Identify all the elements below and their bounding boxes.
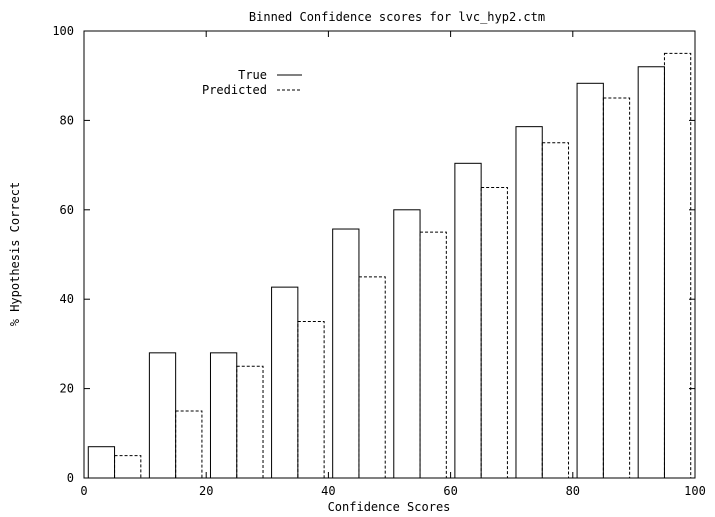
bar-true: [209, 352, 238, 479]
bar-predicted: [358, 276, 386, 479]
x-tick-label: 0: [80, 484, 87, 498]
bar-true: [637, 66, 665, 479]
bar-predicted: [114, 455, 142, 479]
chart-title: Binned Confidence scores for lvc_hyp2.ct…: [249, 10, 545, 24]
legend-label-predicted: Predicted: [202, 83, 267, 97]
bar-predicted: [541, 142, 570, 479]
bar-true: [454, 162, 482, 479]
x-axis-label: Confidence Scores: [328, 500, 451, 514]
bar-predicted: [297, 321, 325, 479]
bar-true: [393, 209, 421, 479]
axis-ticks: 0 20 40 60 80 100 0 20 40 60 80 100: [52, 24, 706, 498]
bar-predicted: [175, 410, 203, 479]
legend-label-true: True: [238, 68, 267, 82]
x-tick-label: 100: [684, 484, 706, 498]
x-tick-label: 20: [199, 484, 213, 498]
bar-true: [148, 352, 177, 479]
bar-predicted: [480, 186, 508, 479]
bar-true: [576, 82, 604, 479]
bar-true: [515, 126, 543, 479]
bar-predicted: [663, 52, 692, 479]
bars: [87, 52, 692, 479]
y-tick-label: 60: [60, 203, 74, 217]
y-tick-label: 20: [60, 382, 74, 396]
x-tick-label: 80: [566, 484, 580, 498]
y-tick-label: 0: [67, 471, 74, 485]
bar-predicted: [419, 231, 447, 479]
bar-true: [271, 286, 299, 479]
y-axis-label: % Hypothesis Correct: [8, 182, 22, 327]
bar-true: [87, 446, 116, 479]
bar-true: [332, 228, 360, 479]
bar-predicted: [236, 365, 264, 479]
y-tick-label: 80: [60, 113, 74, 127]
y-tick-label: 40: [60, 292, 74, 306]
plot-frame: [83, 30, 696, 479]
bar-predicted: [602, 97, 631, 479]
x-tick-label: 60: [443, 484, 457, 498]
x-tick-label: 40: [321, 484, 335, 498]
y-tick-label: 100: [52, 24, 74, 38]
